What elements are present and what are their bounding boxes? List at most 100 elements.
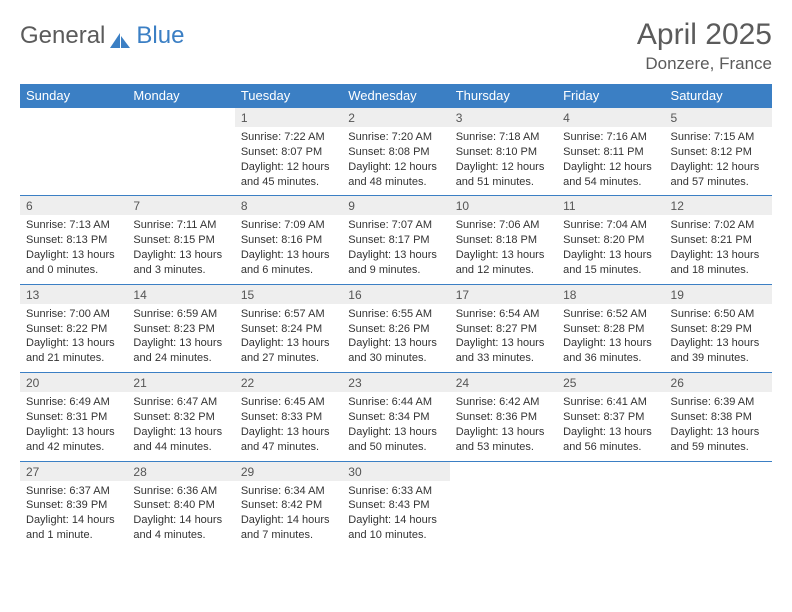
sunrise-text: Sunrise: 7:06 AM bbox=[456, 218, 551, 233]
daylight-text: Daylight: 13 hours bbox=[456, 425, 551, 440]
daylight-text: and 3 minutes. bbox=[133, 263, 228, 278]
daylight-text: Daylight: 14 hours bbox=[26, 513, 121, 528]
day-number: 22 bbox=[241, 376, 254, 390]
day-number-cell bbox=[557, 461, 664, 481]
day-content-cell: Sunrise: 6:37 AMSunset: 8:39 PMDaylight:… bbox=[20, 481, 127, 549]
day-number: 17 bbox=[456, 288, 469, 302]
daylight-text: and 0 minutes. bbox=[26, 263, 121, 278]
sunset-text: Sunset: 8:11 PM bbox=[563, 145, 658, 160]
day-number-cell: 9 bbox=[342, 196, 449, 216]
day-number-cell: 20 bbox=[20, 373, 127, 393]
sunrise-text: Sunrise: 7:20 AM bbox=[348, 130, 443, 145]
sunset-text: Sunset: 8:20 PM bbox=[563, 233, 658, 248]
day-content-cell: Sunrise: 7:18 AMSunset: 8:10 PMDaylight:… bbox=[450, 127, 557, 196]
sunrise-text: Sunrise: 6:59 AM bbox=[133, 307, 228, 322]
day-number: 27 bbox=[26, 465, 39, 479]
day-content-cell: Sunrise: 7:11 AMSunset: 8:15 PMDaylight:… bbox=[127, 215, 234, 284]
day-number-cell: 11 bbox=[557, 196, 664, 216]
sunrise-text: Sunrise: 7:18 AM bbox=[456, 130, 551, 145]
daylight-text: Daylight: 14 hours bbox=[133, 513, 228, 528]
sunset-text: Sunset: 8:28 PM bbox=[563, 322, 658, 337]
day-header: Tuesday bbox=[235, 84, 342, 108]
daylight-text: and 9 minutes. bbox=[348, 263, 443, 278]
day-number-cell: 23 bbox=[342, 373, 449, 393]
daylight-text: Daylight: 13 hours bbox=[241, 425, 336, 440]
day-header-row: Sunday Monday Tuesday Wednesday Thursday… bbox=[20, 84, 772, 108]
sunset-text: Sunset: 8:18 PM bbox=[456, 233, 551, 248]
sunset-text: Sunset: 8:24 PM bbox=[241, 322, 336, 337]
daylight-text: and 30 minutes. bbox=[348, 351, 443, 366]
sunrise-text: Sunrise: 6:44 AM bbox=[348, 395, 443, 410]
sunset-text: Sunset: 8:33 PM bbox=[241, 410, 336, 425]
day-number-cell: 14 bbox=[127, 284, 234, 304]
daylight-text: Daylight: 12 hours bbox=[348, 160, 443, 175]
day-number: 2 bbox=[348, 111, 355, 125]
day-number: 18 bbox=[563, 288, 576, 302]
sunrise-text: Sunrise: 6:57 AM bbox=[241, 307, 336, 322]
day-number-cell: 3 bbox=[450, 108, 557, 128]
daylight-text: Daylight: 12 hours bbox=[671, 160, 766, 175]
sunset-text: Sunset: 8:08 PM bbox=[348, 145, 443, 160]
sunrise-text: Sunrise: 6:33 AM bbox=[348, 484, 443, 499]
day-number: 19 bbox=[671, 288, 684, 302]
daylight-text: and 6 minutes. bbox=[241, 263, 336, 278]
day-number-cell: 8 bbox=[235, 196, 342, 216]
daylight-text: and 21 minutes. bbox=[26, 351, 121, 366]
day-content-cell: Sunrise: 7:16 AMSunset: 8:11 PMDaylight:… bbox=[557, 127, 664, 196]
sunrise-text: Sunrise: 6:50 AM bbox=[671, 307, 766, 322]
sunrise-text: Sunrise: 6:47 AM bbox=[133, 395, 228, 410]
day-number: 21 bbox=[133, 376, 146, 390]
daynum-row: 27282930 bbox=[20, 461, 772, 481]
day-header: Monday bbox=[127, 84, 234, 108]
day-header: Saturday bbox=[665, 84, 772, 108]
content-row: Sunrise: 7:00 AMSunset: 8:22 PMDaylight:… bbox=[20, 304, 772, 373]
daylight-text: Daylight: 13 hours bbox=[563, 336, 658, 351]
daylight-text: Daylight: 13 hours bbox=[348, 248, 443, 263]
daylight-text: and 4 minutes. bbox=[133, 528, 228, 543]
sunset-text: Sunset: 8:42 PM bbox=[241, 498, 336, 513]
daylight-text: Daylight: 13 hours bbox=[241, 336, 336, 351]
day-number-cell: 7 bbox=[127, 196, 234, 216]
daylight-text: Daylight: 13 hours bbox=[563, 425, 658, 440]
daylight-text: and 57 minutes. bbox=[671, 175, 766, 190]
sunset-text: Sunset: 8:32 PM bbox=[133, 410, 228, 425]
day-content-cell: Sunrise: 6:57 AMSunset: 8:24 PMDaylight:… bbox=[235, 304, 342, 373]
sunrise-text: Sunrise: 6:49 AM bbox=[26, 395, 121, 410]
day-number-cell bbox=[127, 108, 234, 128]
daylight-text: Daylight: 14 hours bbox=[348, 513, 443, 528]
day-content-cell: Sunrise: 7:20 AMSunset: 8:08 PMDaylight:… bbox=[342, 127, 449, 196]
daylight-text: Daylight: 13 hours bbox=[26, 425, 121, 440]
day-number-cell bbox=[20, 108, 127, 128]
daylight-text: and 50 minutes. bbox=[348, 440, 443, 455]
day-content-cell bbox=[127, 127, 234, 196]
day-number: 7 bbox=[133, 199, 140, 213]
sunset-text: Sunset: 8:36 PM bbox=[456, 410, 551, 425]
day-number-cell: 21 bbox=[127, 373, 234, 393]
sunset-text: Sunset: 8:38 PM bbox=[671, 410, 766, 425]
day-content-cell: Sunrise: 7:22 AMSunset: 8:07 PMDaylight:… bbox=[235, 127, 342, 196]
day-number: 5 bbox=[671, 111, 678, 125]
day-content-cell: Sunrise: 6:52 AMSunset: 8:28 PMDaylight:… bbox=[557, 304, 664, 373]
sunrise-text: Sunrise: 7:15 AM bbox=[671, 130, 766, 145]
day-number: 8 bbox=[241, 199, 248, 213]
daylight-text: and 44 minutes. bbox=[133, 440, 228, 455]
content-row: Sunrise: 7:13 AMSunset: 8:13 PMDaylight:… bbox=[20, 215, 772, 284]
daylight-text: and 15 minutes. bbox=[563, 263, 658, 278]
day-content-cell: Sunrise: 7:00 AMSunset: 8:22 PMDaylight:… bbox=[20, 304, 127, 373]
day-number-cell: 13 bbox=[20, 284, 127, 304]
daylight-text: Daylight: 12 hours bbox=[563, 160, 658, 175]
day-number: 9 bbox=[348, 199, 355, 213]
day-number-cell: 10 bbox=[450, 196, 557, 216]
daylight-text: and 48 minutes. bbox=[348, 175, 443, 190]
daylight-text: and 7 minutes. bbox=[241, 528, 336, 543]
day-content-cell: Sunrise: 6:39 AMSunset: 8:38 PMDaylight:… bbox=[665, 392, 772, 461]
day-content-cell: Sunrise: 6:45 AMSunset: 8:33 PMDaylight:… bbox=[235, 392, 342, 461]
daylight-text: and 56 minutes. bbox=[563, 440, 658, 455]
day-content-cell: Sunrise: 6:33 AMSunset: 8:43 PMDaylight:… bbox=[342, 481, 449, 549]
day-number-cell: 24 bbox=[450, 373, 557, 393]
daylight-text: Daylight: 13 hours bbox=[241, 248, 336, 263]
sunset-text: Sunset: 8:26 PM bbox=[348, 322, 443, 337]
calendar: Sunday Monday Tuesday Wednesday Thursday… bbox=[20, 84, 772, 549]
day-number-cell: 16 bbox=[342, 284, 449, 304]
day-content-cell: Sunrise: 6:36 AMSunset: 8:40 PMDaylight:… bbox=[127, 481, 234, 549]
